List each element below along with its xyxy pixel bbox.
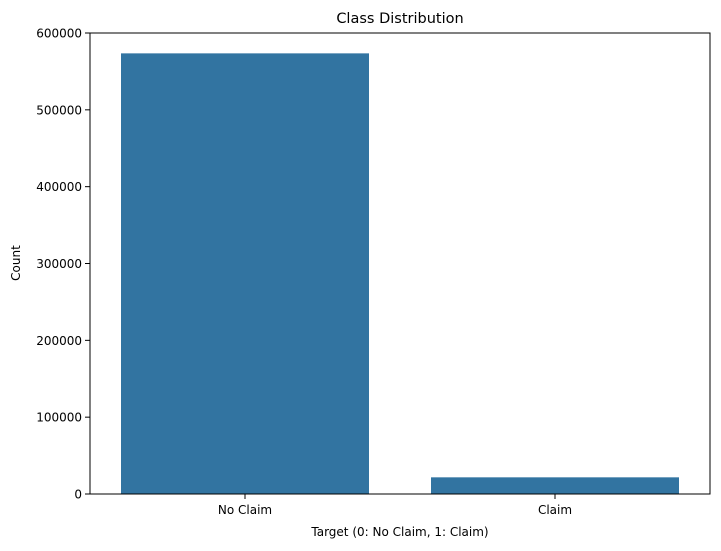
y-tick-label: 400000: [36, 180, 82, 194]
plot-frame: [89, 32, 711, 495]
y-axis-label: Count: [9, 245, 23, 281]
y-tick-label: 0: [74, 488, 82, 502]
y-tick-label: 300000: [36, 257, 82, 271]
bar-claim: [431, 477, 679, 494]
y-tick-label: 100000: [36, 411, 82, 425]
y-tick-label: 500000: [36, 103, 82, 117]
y-tick-label: 200000: [36, 334, 82, 348]
bar-no-claim: [121, 53, 369, 494]
y-tick-label: 600000: [36, 27, 82, 41]
x-tick-label: Claim: [538, 503, 572, 517]
x-tick-label: No Claim: [218, 503, 272, 517]
x-axis-label: Target (0: No Claim, 1: Claim): [310, 525, 488, 539]
chart-title: Class Distribution: [336, 11, 463, 27]
